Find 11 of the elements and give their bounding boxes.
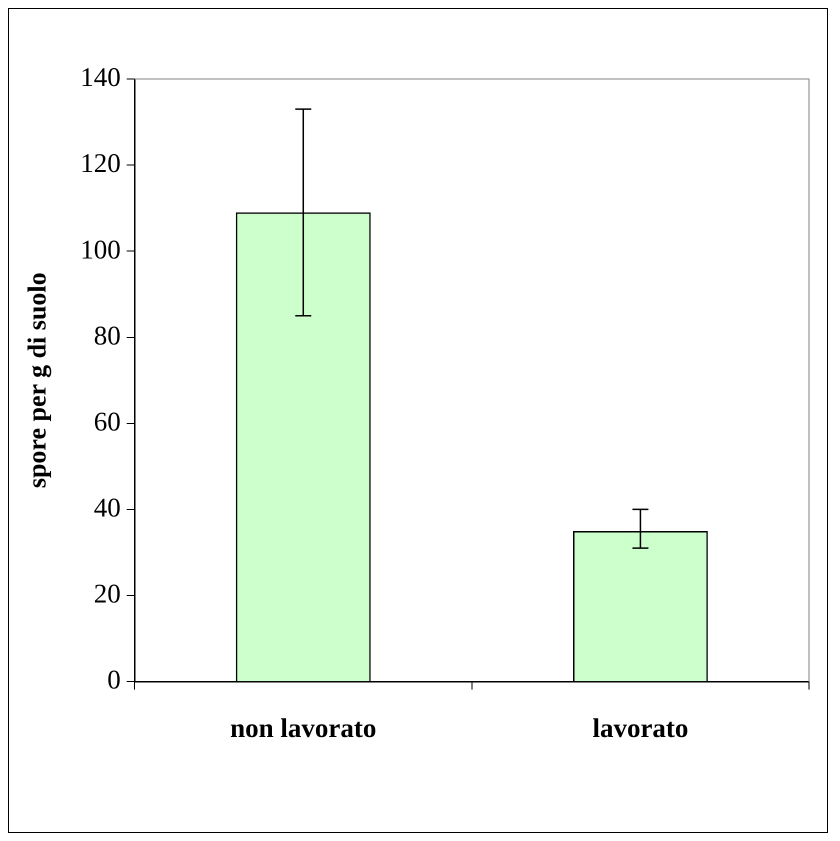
y-tick-label: 140 bbox=[80, 62, 121, 92]
y-tick-label: 80 bbox=[94, 320, 121, 350]
y-tick-label: 0 bbox=[107, 664, 121, 695]
x-tick-label: lavorato bbox=[592, 712, 688, 743]
y-tick-label: 120 bbox=[80, 148, 121, 178]
y-axis-title: spore per g di suolo bbox=[22, 272, 52, 488]
y-tick-label: 60 bbox=[94, 406, 121, 436]
y-tick-label: 20 bbox=[94, 578, 121, 609]
y-tick-label: 40 bbox=[94, 492, 121, 523]
y-tick-label: 100 bbox=[80, 234, 121, 264]
x-tick-label: non lavorato bbox=[230, 712, 376, 743]
